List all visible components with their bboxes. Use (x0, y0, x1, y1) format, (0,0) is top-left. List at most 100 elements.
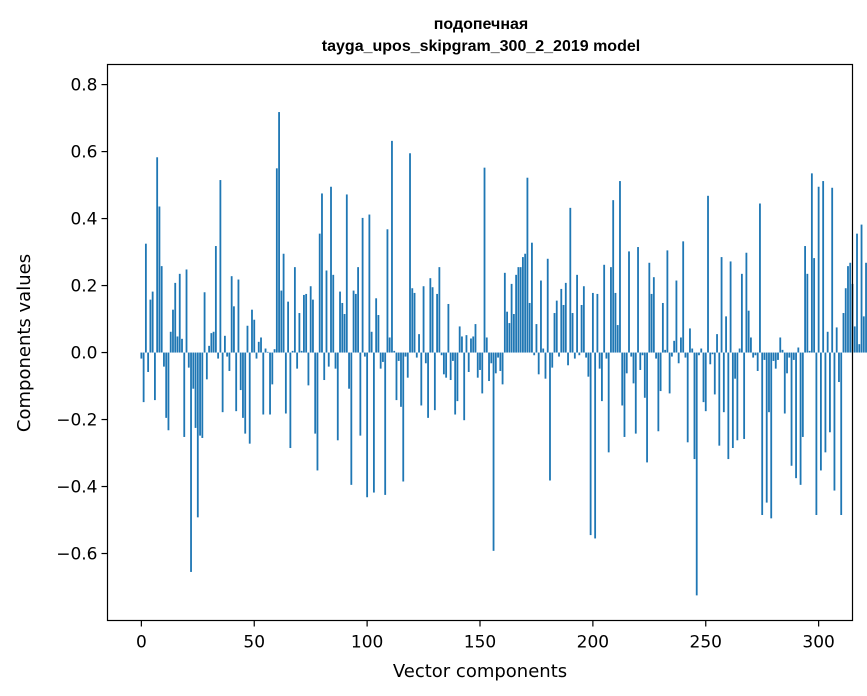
bar-241 (684, 352, 687, 358)
bar-86 (334, 352, 337, 369)
bar-173 (531, 242, 533, 353)
bar-270 (750, 337, 752, 353)
bar-70 (298, 313, 301, 353)
bar-182 (551, 352, 554, 368)
bar-56 (266, 351, 269, 353)
bar-88 (339, 291, 341, 353)
bar-27 (201, 352, 204, 438)
y-tick-label-6: 0.6 (70, 143, 97, 163)
bar-176 (537, 352, 540, 375)
bar-208 (610, 267, 612, 353)
bar-5 (151, 291, 154, 353)
bar-186 (560, 288, 563, 353)
bar-137 (449, 352, 452, 381)
bar-300 (817, 186, 820, 353)
bar-293 (801, 352, 804, 437)
bar-133 (440, 352, 443, 356)
bar-81 (323, 352, 326, 381)
chart-title-line-1: подопечная (434, 16, 529, 33)
bar-140 (456, 352, 459, 402)
bar-283 (779, 337, 782, 353)
bar-290 (795, 352, 797, 479)
bar-320 (862, 316, 865, 353)
bar-123 (418, 334, 420, 353)
bar-245 (693, 352, 696, 460)
bar-146 (470, 338, 472, 353)
bar-299 (815, 352, 818, 515)
bar-267 (743, 352, 746, 439)
x-tick-label-300: 300 (802, 633, 834, 653)
bar-57 (269, 352, 271, 415)
bar-12 (167, 352, 170, 431)
bar-193 (576, 274, 578, 353)
bar-281 (774, 352, 777, 369)
bar-74 (307, 352, 310, 386)
bar-228 (655, 352, 657, 359)
bar-161 (503, 272, 506, 353)
bar-268 (745, 252, 748, 353)
bar-230 (659, 352, 662, 392)
bar-8 (158, 206, 161, 353)
bar-250 (704, 352, 707, 412)
bar-45 (242, 352, 244, 418)
bar-16 (176, 336, 179, 353)
bar-251 (707, 195, 709, 353)
bar-67 (291, 350, 294, 353)
bar-90 (343, 314, 346, 353)
bar-257 (720, 257, 723, 353)
bar-153 (485, 337, 488, 353)
bar-271 (752, 352, 755, 358)
bar-94 (352, 290, 355, 353)
bar-319 (860, 224, 863, 353)
bar-151 (481, 352, 484, 394)
bar-42 (235, 352, 238, 412)
bar-68 (293, 267, 296, 353)
bar-296 (808, 350, 811, 353)
bar-102 (370, 331, 373, 353)
bar-148 (474, 324, 477, 353)
bar-185 (558, 352, 560, 357)
bar-308 (835, 327, 838, 353)
bar-291 (797, 347, 800, 353)
bar-64 (284, 352, 287, 414)
bar-105 (377, 315, 380, 353)
bar-303 (824, 352, 827, 453)
x-tick-label-200: 200 (577, 633, 609, 653)
bar-54 (262, 352, 265, 415)
bar-174 (533, 352, 536, 356)
bar-297 (810, 173, 813, 353)
bar-310 (840, 352, 843, 515)
bar-147 (472, 336, 475, 353)
bar-237 (675, 280, 678, 353)
bar-272 (754, 352, 757, 356)
bar-113 (395, 352, 398, 401)
bar-49 (251, 309, 253, 353)
bar-78 (316, 352, 319, 471)
bar-187 (562, 304, 565, 353)
bar-288 (790, 352, 793, 466)
bar-264 (736, 352, 739, 441)
bar-139 (454, 352, 457, 415)
bar-15 (174, 282, 177, 353)
bar-98 (361, 217, 364, 353)
bar-110 (388, 337, 391, 353)
bar-85 (332, 274, 335, 353)
bar-142 (461, 336, 463, 353)
bar-168 (519, 267, 522, 353)
bar-158 (497, 352, 499, 358)
bar-75 (309, 286, 312, 353)
bar-132 (438, 267, 441, 353)
bar-253 (711, 352, 714, 355)
bar-243 (689, 328, 691, 353)
bar-59 (273, 349, 276, 353)
bar-195 (580, 304, 583, 353)
bar-205 (603, 264, 606, 353)
y-tick-label-0: −0.6 (56, 545, 97, 565)
bar-177 (540, 280, 542, 353)
y-tick-label-2: −0.2 (56, 411, 97, 431)
bar-236 (673, 340, 676, 353)
bar-127 (427, 352, 429, 418)
bar-117 (404, 352, 407, 357)
bar-223 (643, 352, 646, 398)
bar-282 (777, 352, 779, 360)
